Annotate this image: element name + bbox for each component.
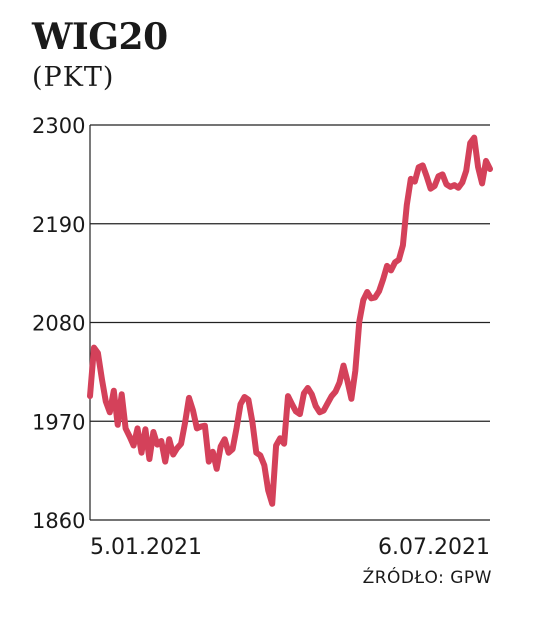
unit-label: (PKT) xyxy=(32,62,115,93)
series-line xyxy=(87,134,493,507)
y-tick-label: 2080 xyxy=(32,312,85,336)
x-tick-label-end: 6.07.2021 xyxy=(378,535,490,560)
source-note: ŹRÓDŁO: GPW xyxy=(362,568,492,588)
chart-title: WIG20 xyxy=(32,16,168,58)
y-tick-label: 2190 xyxy=(32,213,85,237)
y-tick-label: 1860 xyxy=(32,509,85,533)
y-tick-label: 1970 xyxy=(32,410,85,434)
y-tick-label: 2300 xyxy=(32,114,85,138)
x-tick-label-start: 5.01.2021 xyxy=(90,535,202,560)
